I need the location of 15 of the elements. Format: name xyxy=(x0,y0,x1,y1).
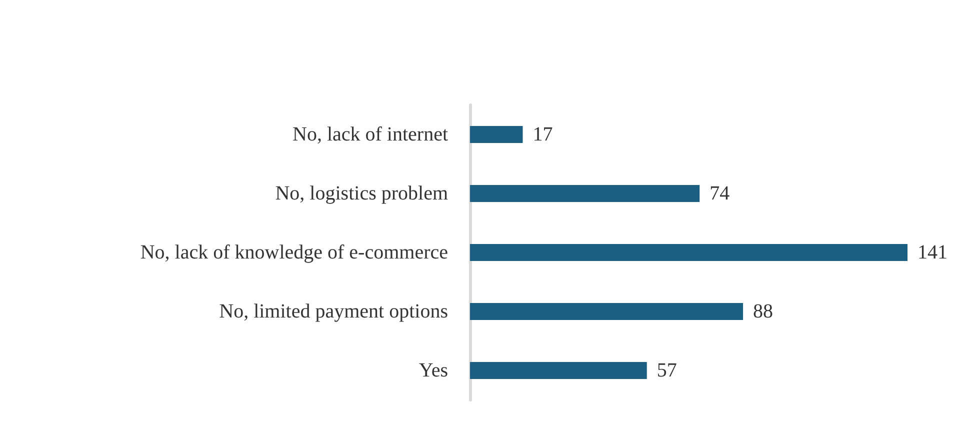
y-tick-label: No, limited payment options xyxy=(219,300,448,322)
bar xyxy=(470,244,908,261)
bar xyxy=(470,303,744,320)
bar xyxy=(470,362,647,379)
y-tick-label: Yes xyxy=(418,360,448,382)
y-tick-label: No, lack of internet xyxy=(292,124,448,146)
bar xyxy=(470,185,700,202)
data-label: 57 xyxy=(656,360,677,382)
y-tick-label: No, lack of knowledge of e-commerce xyxy=(140,242,448,264)
data-label: 141 xyxy=(918,242,948,264)
data-label: 74 xyxy=(710,182,730,204)
bar xyxy=(470,126,523,143)
data-label: 17 xyxy=(532,124,553,146)
y-tick-label: No, logistics problem xyxy=(275,182,448,204)
data-label: 88 xyxy=(753,300,774,322)
